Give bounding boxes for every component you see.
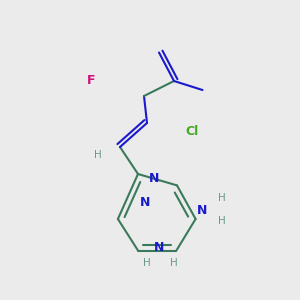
- Text: N: N: [154, 241, 164, 254]
- Text: F: F: [87, 74, 96, 88]
- Text: N: N: [197, 203, 208, 217]
- Text: H: H: [94, 149, 101, 160]
- Text: H: H: [170, 257, 178, 268]
- Text: N: N: [140, 196, 151, 209]
- Text: H: H: [218, 193, 226, 203]
- Text: H: H: [143, 257, 151, 268]
- Text: N: N: [149, 172, 160, 185]
- Text: Cl: Cl: [185, 125, 199, 139]
- Text: H: H: [218, 215, 226, 226]
